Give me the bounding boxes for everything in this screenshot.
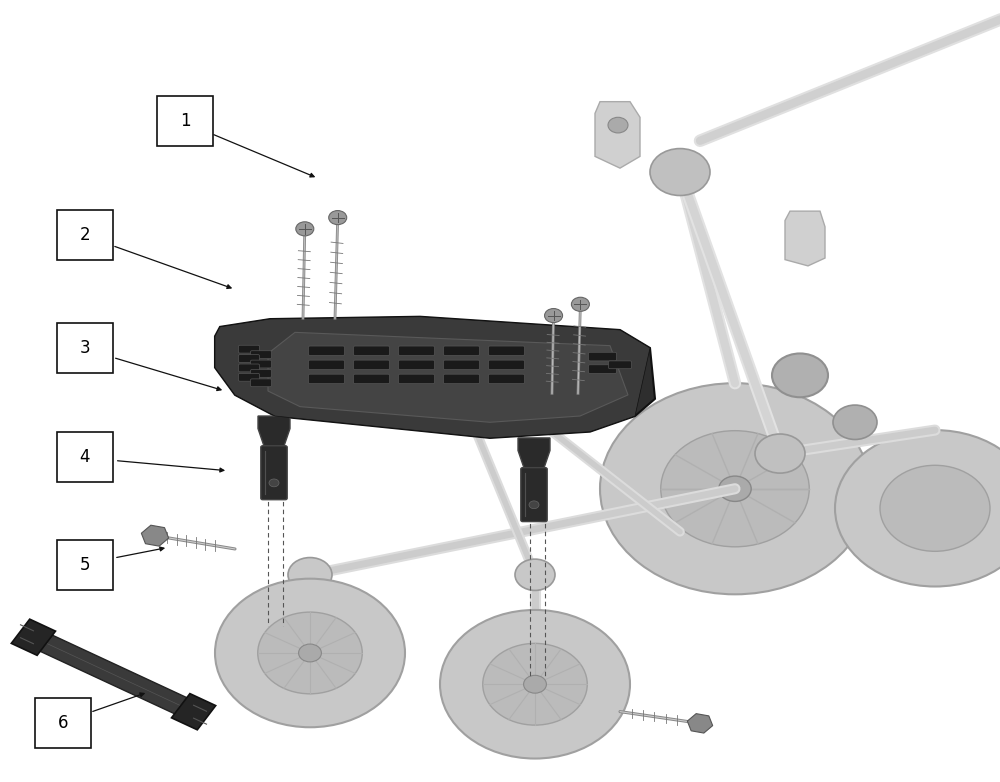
Circle shape [529, 500, 539, 508]
Circle shape [608, 117, 628, 133]
Polygon shape [215, 317, 655, 438]
FancyBboxPatch shape [308, 374, 344, 383]
Polygon shape [258, 416, 290, 447]
Circle shape [515, 559, 555, 590]
FancyBboxPatch shape [239, 354, 260, 362]
FancyBboxPatch shape [488, 374, 524, 383]
Polygon shape [172, 694, 216, 730]
FancyBboxPatch shape [444, 346, 480, 355]
FancyBboxPatch shape [398, 374, 434, 383]
Circle shape [880, 465, 990, 551]
Polygon shape [595, 102, 640, 168]
Circle shape [483, 644, 587, 725]
FancyBboxPatch shape [488, 360, 524, 369]
Polygon shape [785, 211, 825, 266]
Polygon shape [11, 619, 55, 655]
FancyBboxPatch shape [444, 360, 480, 369]
FancyBboxPatch shape [444, 374, 480, 383]
Polygon shape [36, 633, 191, 716]
FancyBboxPatch shape [261, 446, 287, 500]
Text: 6: 6 [58, 714, 68, 733]
Polygon shape [215, 317, 650, 438]
Circle shape [755, 434, 805, 473]
Circle shape [835, 430, 1000, 586]
Circle shape [329, 210, 347, 224]
Text: 5: 5 [80, 555, 90, 574]
Circle shape [269, 479, 279, 486]
Polygon shape [268, 332, 628, 422]
Circle shape [661, 431, 809, 547]
FancyBboxPatch shape [521, 468, 547, 522]
Text: 3: 3 [80, 339, 90, 357]
Circle shape [772, 353, 828, 397]
Circle shape [545, 309, 563, 323]
FancyBboxPatch shape [57, 540, 113, 590]
FancyBboxPatch shape [250, 369, 272, 377]
Circle shape [719, 476, 751, 501]
FancyBboxPatch shape [354, 360, 389, 369]
FancyBboxPatch shape [250, 360, 272, 368]
Circle shape [524, 676, 546, 693]
FancyBboxPatch shape [308, 346, 344, 355]
Circle shape [833, 405, 877, 439]
FancyBboxPatch shape [250, 350, 272, 358]
Circle shape [299, 644, 321, 662]
Circle shape [650, 149, 710, 196]
FancyBboxPatch shape [588, 364, 616, 373]
FancyBboxPatch shape [57, 210, 113, 260]
FancyBboxPatch shape [488, 346, 524, 355]
FancyBboxPatch shape [354, 346, 389, 355]
FancyBboxPatch shape [157, 96, 213, 146]
Circle shape [571, 297, 589, 311]
FancyBboxPatch shape [398, 346, 434, 355]
Text: 4: 4 [80, 448, 90, 467]
Circle shape [288, 558, 332, 592]
Circle shape [215, 579, 405, 727]
FancyBboxPatch shape [57, 432, 113, 482]
FancyBboxPatch shape [250, 378, 272, 386]
Text: 1: 1 [180, 112, 190, 131]
FancyBboxPatch shape [57, 323, 113, 373]
FancyBboxPatch shape [308, 360, 344, 369]
FancyBboxPatch shape [239, 364, 260, 371]
Circle shape [440, 610, 630, 759]
Polygon shape [518, 438, 550, 469]
FancyBboxPatch shape [398, 360, 434, 369]
Circle shape [258, 612, 362, 694]
FancyBboxPatch shape [35, 698, 91, 748]
Text: 2: 2 [80, 225, 90, 244]
Circle shape [415, 325, 465, 364]
FancyBboxPatch shape [588, 352, 616, 361]
FancyBboxPatch shape [239, 345, 260, 353]
Circle shape [296, 222, 314, 236]
FancyBboxPatch shape [239, 373, 260, 381]
Circle shape [600, 383, 870, 594]
FancyBboxPatch shape [354, 374, 389, 383]
FancyBboxPatch shape [608, 361, 632, 368]
